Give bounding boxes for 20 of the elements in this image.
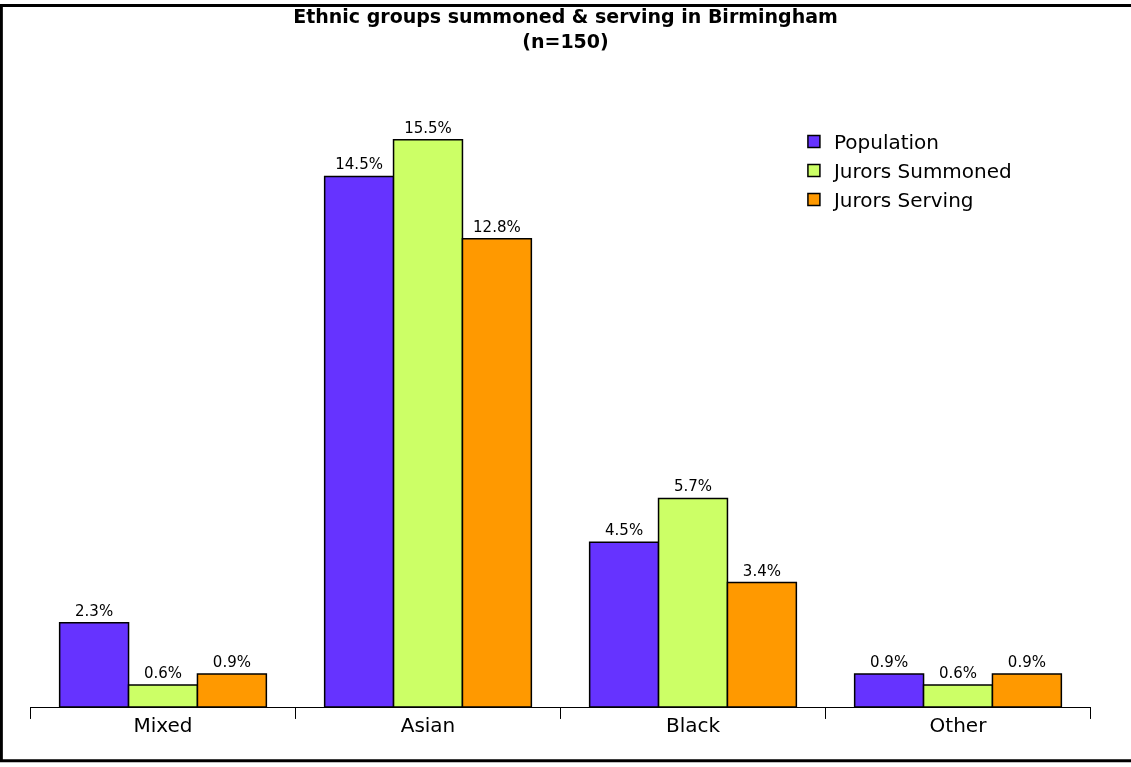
legend-label: Population [833, 130, 939, 155]
data-label: 4.5% [605, 521, 644, 540]
data-label: 0.6% [143, 664, 183, 683]
data-label: 2.3% [75, 601, 114, 620]
data-label: 14.5% [335, 155, 383, 174]
data-label: 0.9% [212, 653, 251, 672]
data-label: 15.5% [404, 118, 452, 137]
chart-title: Ethnic groups summoned & serving in Birmingham (n=150) [293, 5, 838, 52]
data-label: 0.9% [1007, 653, 1046, 672]
x-tick-label: Other [929, 713, 988, 737]
data-label: 3.4% [742, 561, 781, 580]
data-label: 5.7% [673, 477, 713, 496]
x-tick-label: Mixed [133, 713, 193, 737]
legend-label: Jurors Serving [831, 188, 974, 213]
data-label: 0.6% [938, 664, 978, 683]
legend-label: Jurors Summoned [831, 159, 1012, 184]
x-tick-label: Asian [400, 713, 456, 737]
data-label: 0.9% [870, 653, 909, 672]
x-tick-label: Black [665, 713, 721, 737]
data-label: 12.8% [473, 217, 521, 236]
